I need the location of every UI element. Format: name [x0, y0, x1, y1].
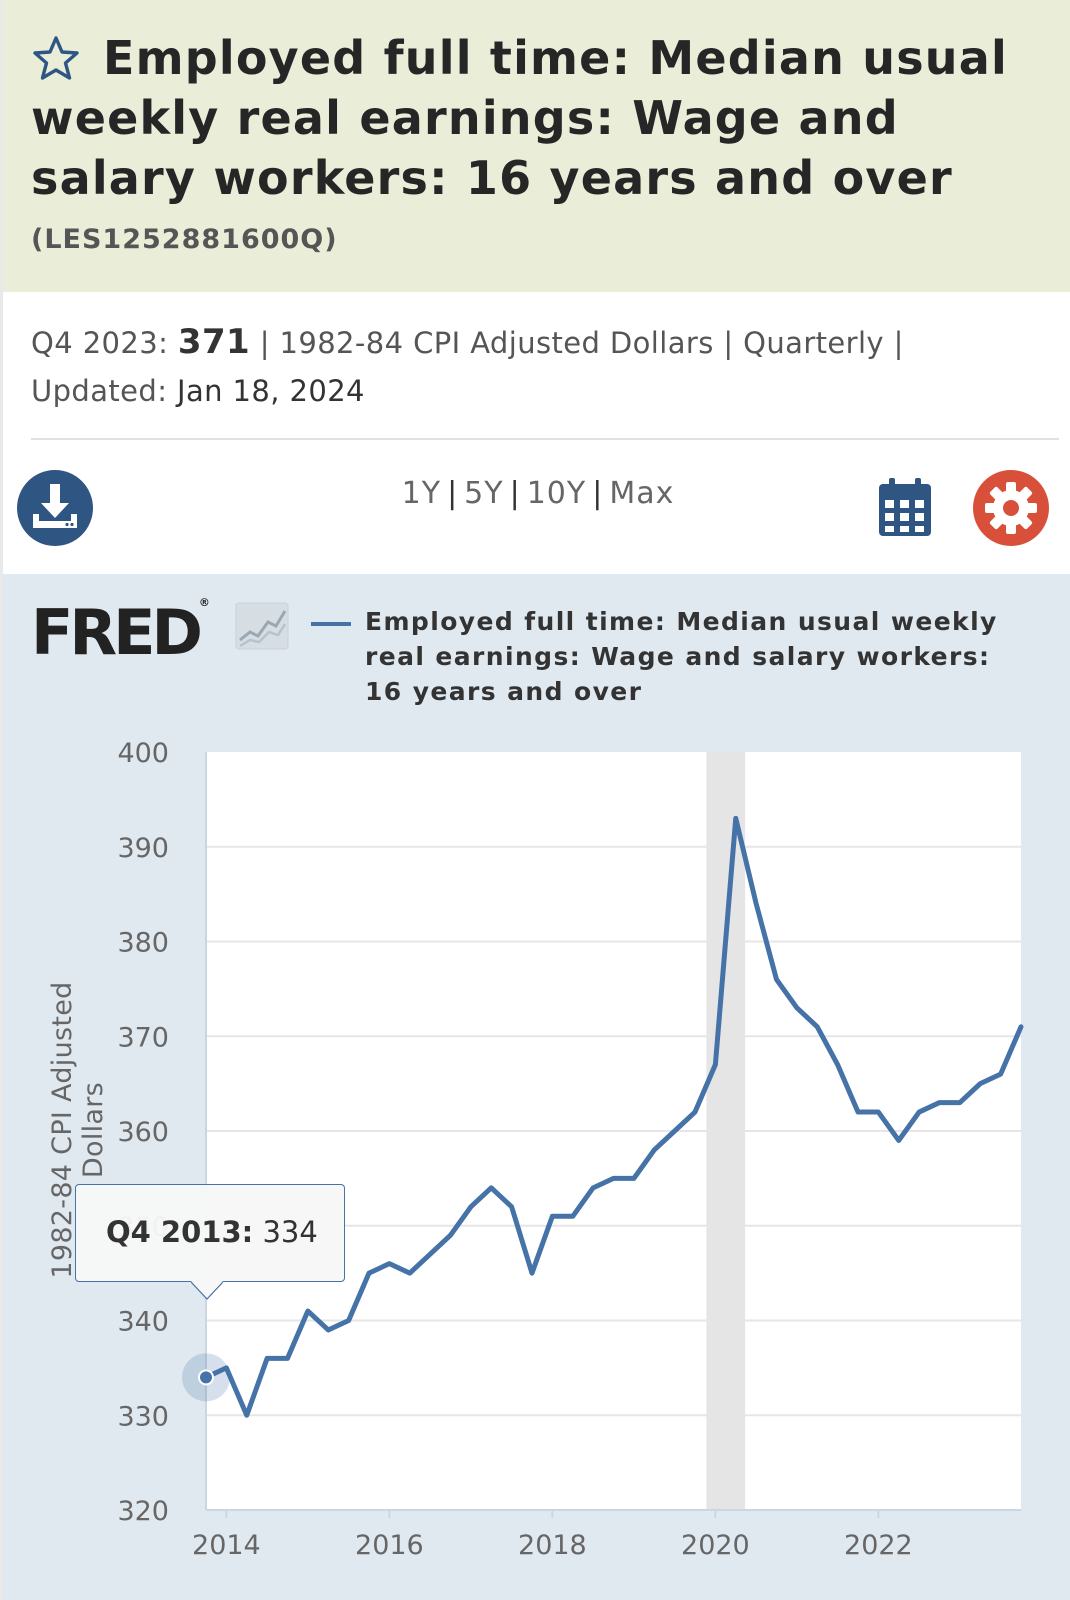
star-icon[interactable]: [31, 34, 81, 84]
y-tick-label: 380: [117, 928, 169, 959]
y-tick-label: 320: [117, 1496, 169, 1527]
updated-date: Jan 18, 2024: [177, 374, 365, 408]
y-tick-label: 360: [117, 1117, 169, 1148]
x-tick-label: 2016: [355, 1530, 424, 1561]
divider: [31, 438, 1059, 440]
tooltip-text: Q4 2013: 334: [106, 1215, 318, 1249]
x-tick-label: 2014: [192, 1530, 261, 1561]
gear-icon: [985, 482, 1037, 534]
y-tick-label: 370: [117, 1022, 169, 1053]
range-10y[interactable]: 10Y: [526, 476, 587, 511]
latest-value: 371: [177, 322, 251, 362]
frequency-label: Quarterly: [743, 326, 884, 360]
fred-chart-icon: [235, 602, 289, 650]
title-header: Employed full time: Median usual weekly …: [3, 0, 1070, 292]
line-chart: 3203303403503603703803904002014201620182…: [117, 738, 1024, 1561]
x-tick-label: 2018: [518, 1530, 587, 1561]
units-label: 1982-84 CPI Adjusted Dollars: [279, 326, 714, 360]
x-tick-label: 2020: [681, 1530, 750, 1561]
series-id: (LES1252881600Q): [31, 224, 338, 255]
tooltip-pointer: [191, 1281, 223, 1300]
page-title-text: Employed full time: Median usual weekly …: [31, 31, 1008, 205]
data-point: [198, 1369, 214, 1386]
legend-swatch: [311, 622, 351, 626]
settings-button[interactable]: [973, 470, 1049, 546]
y-tick-label: 330: [117, 1401, 169, 1432]
series-line: [203, 815, 1024, 1418]
y-tick-label: 400: [117, 738, 169, 769]
series-meta: Q4 2023: 371 | 1982-84 CPI Adjusted Doll…: [31, 322, 904, 408]
legend-label: Employed full time: Median usual weekly …: [365, 607, 998, 706]
period-label: Q4 2023:: [31, 326, 169, 360]
download-icon: [33, 484, 77, 528]
range-1y[interactable]: 1Y: [401, 476, 442, 511]
fred-logo: FRED®: [31, 596, 210, 669]
data-tooltip: Q4 2013: 334: [75, 1184, 345, 1300]
updated-label: Updated:: [31, 374, 168, 408]
y-tick-label: 390: [117, 833, 169, 864]
range-max[interactable]: Max: [609, 476, 675, 511]
date-range-selector: 1Y | 5Y | 10Y | Max: [401, 476, 675, 511]
calendar-icon[interactable]: [877, 476, 933, 538]
range-5y[interactable]: 5Y: [464, 476, 504, 511]
page-title: Employed full time: Median usual weekly …: [31, 28, 1041, 208]
y-tick-label: 340: [117, 1307, 169, 1338]
x-tick-label: 2022: [844, 1530, 913, 1561]
download-button[interactable]: [17, 470, 93, 546]
